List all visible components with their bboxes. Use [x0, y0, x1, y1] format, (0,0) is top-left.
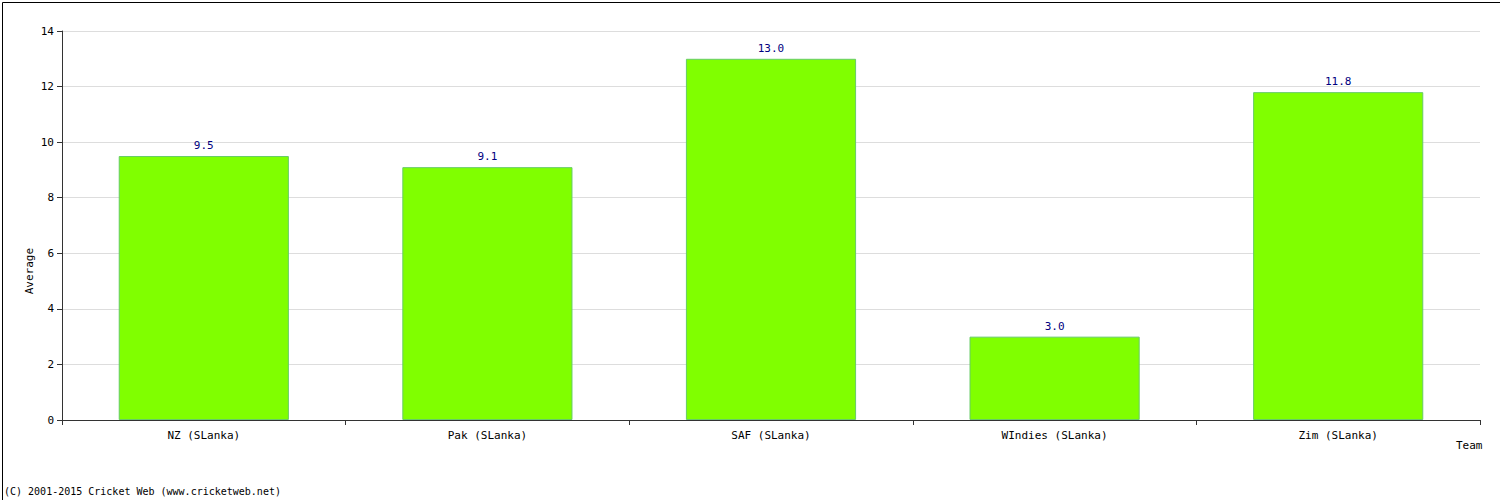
svg-text:Zim (SLanka): Zim (SLanka): [1298, 429, 1377, 442]
svg-text:9.1: 9.1: [477, 150, 497, 163]
svg-text:2: 2: [47, 358, 54, 371]
svg-text:11.8: 11.8: [1325, 75, 1352, 88]
svg-text:6: 6: [47, 247, 54, 260]
svg-text:4: 4: [47, 302, 54, 315]
svg-text:14: 14: [41, 25, 55, 38]
svg-text:(C) 2001-2015 Cricket Web (www: (C) 2001-2015 Cricket Web (www.cricketwe…: [4, 486, 281, 497]
svg-text:8: 8: [47, 191, 54, 204]
svg-text:NZ (SLanka): NZ (SLanka): [167, 429, 240, 442]
svg-text:13.0: 13.0: [758, 42, 785, 55]
svg-text:10: 10: [41, 136, 54, 149]
svg-text:0: 0: [47, 414, 54, 427]
svg-text:3.0: 3.0: [1045, 320, 1065, 333]
svg-text:WIndies (SLanka): WIndies (SLanka): [1002, 429, 1108, 442]
svg-text:Pak (SLanka): Pak (SLanka): [448, 429, 527, 442]
svg-text:Team: Team: [1456, 439, 1483, 452]
svg-text:SAF (SLanka): SAF (SLanka): [731, 429, 810, 442]
svg-text:9.5: 9.5: [194, 139, 214, 152]
svg-text:12: 12: [41, 80, 54, 93]
svg-text:Average: Average: [23, 248, 36, 294]
